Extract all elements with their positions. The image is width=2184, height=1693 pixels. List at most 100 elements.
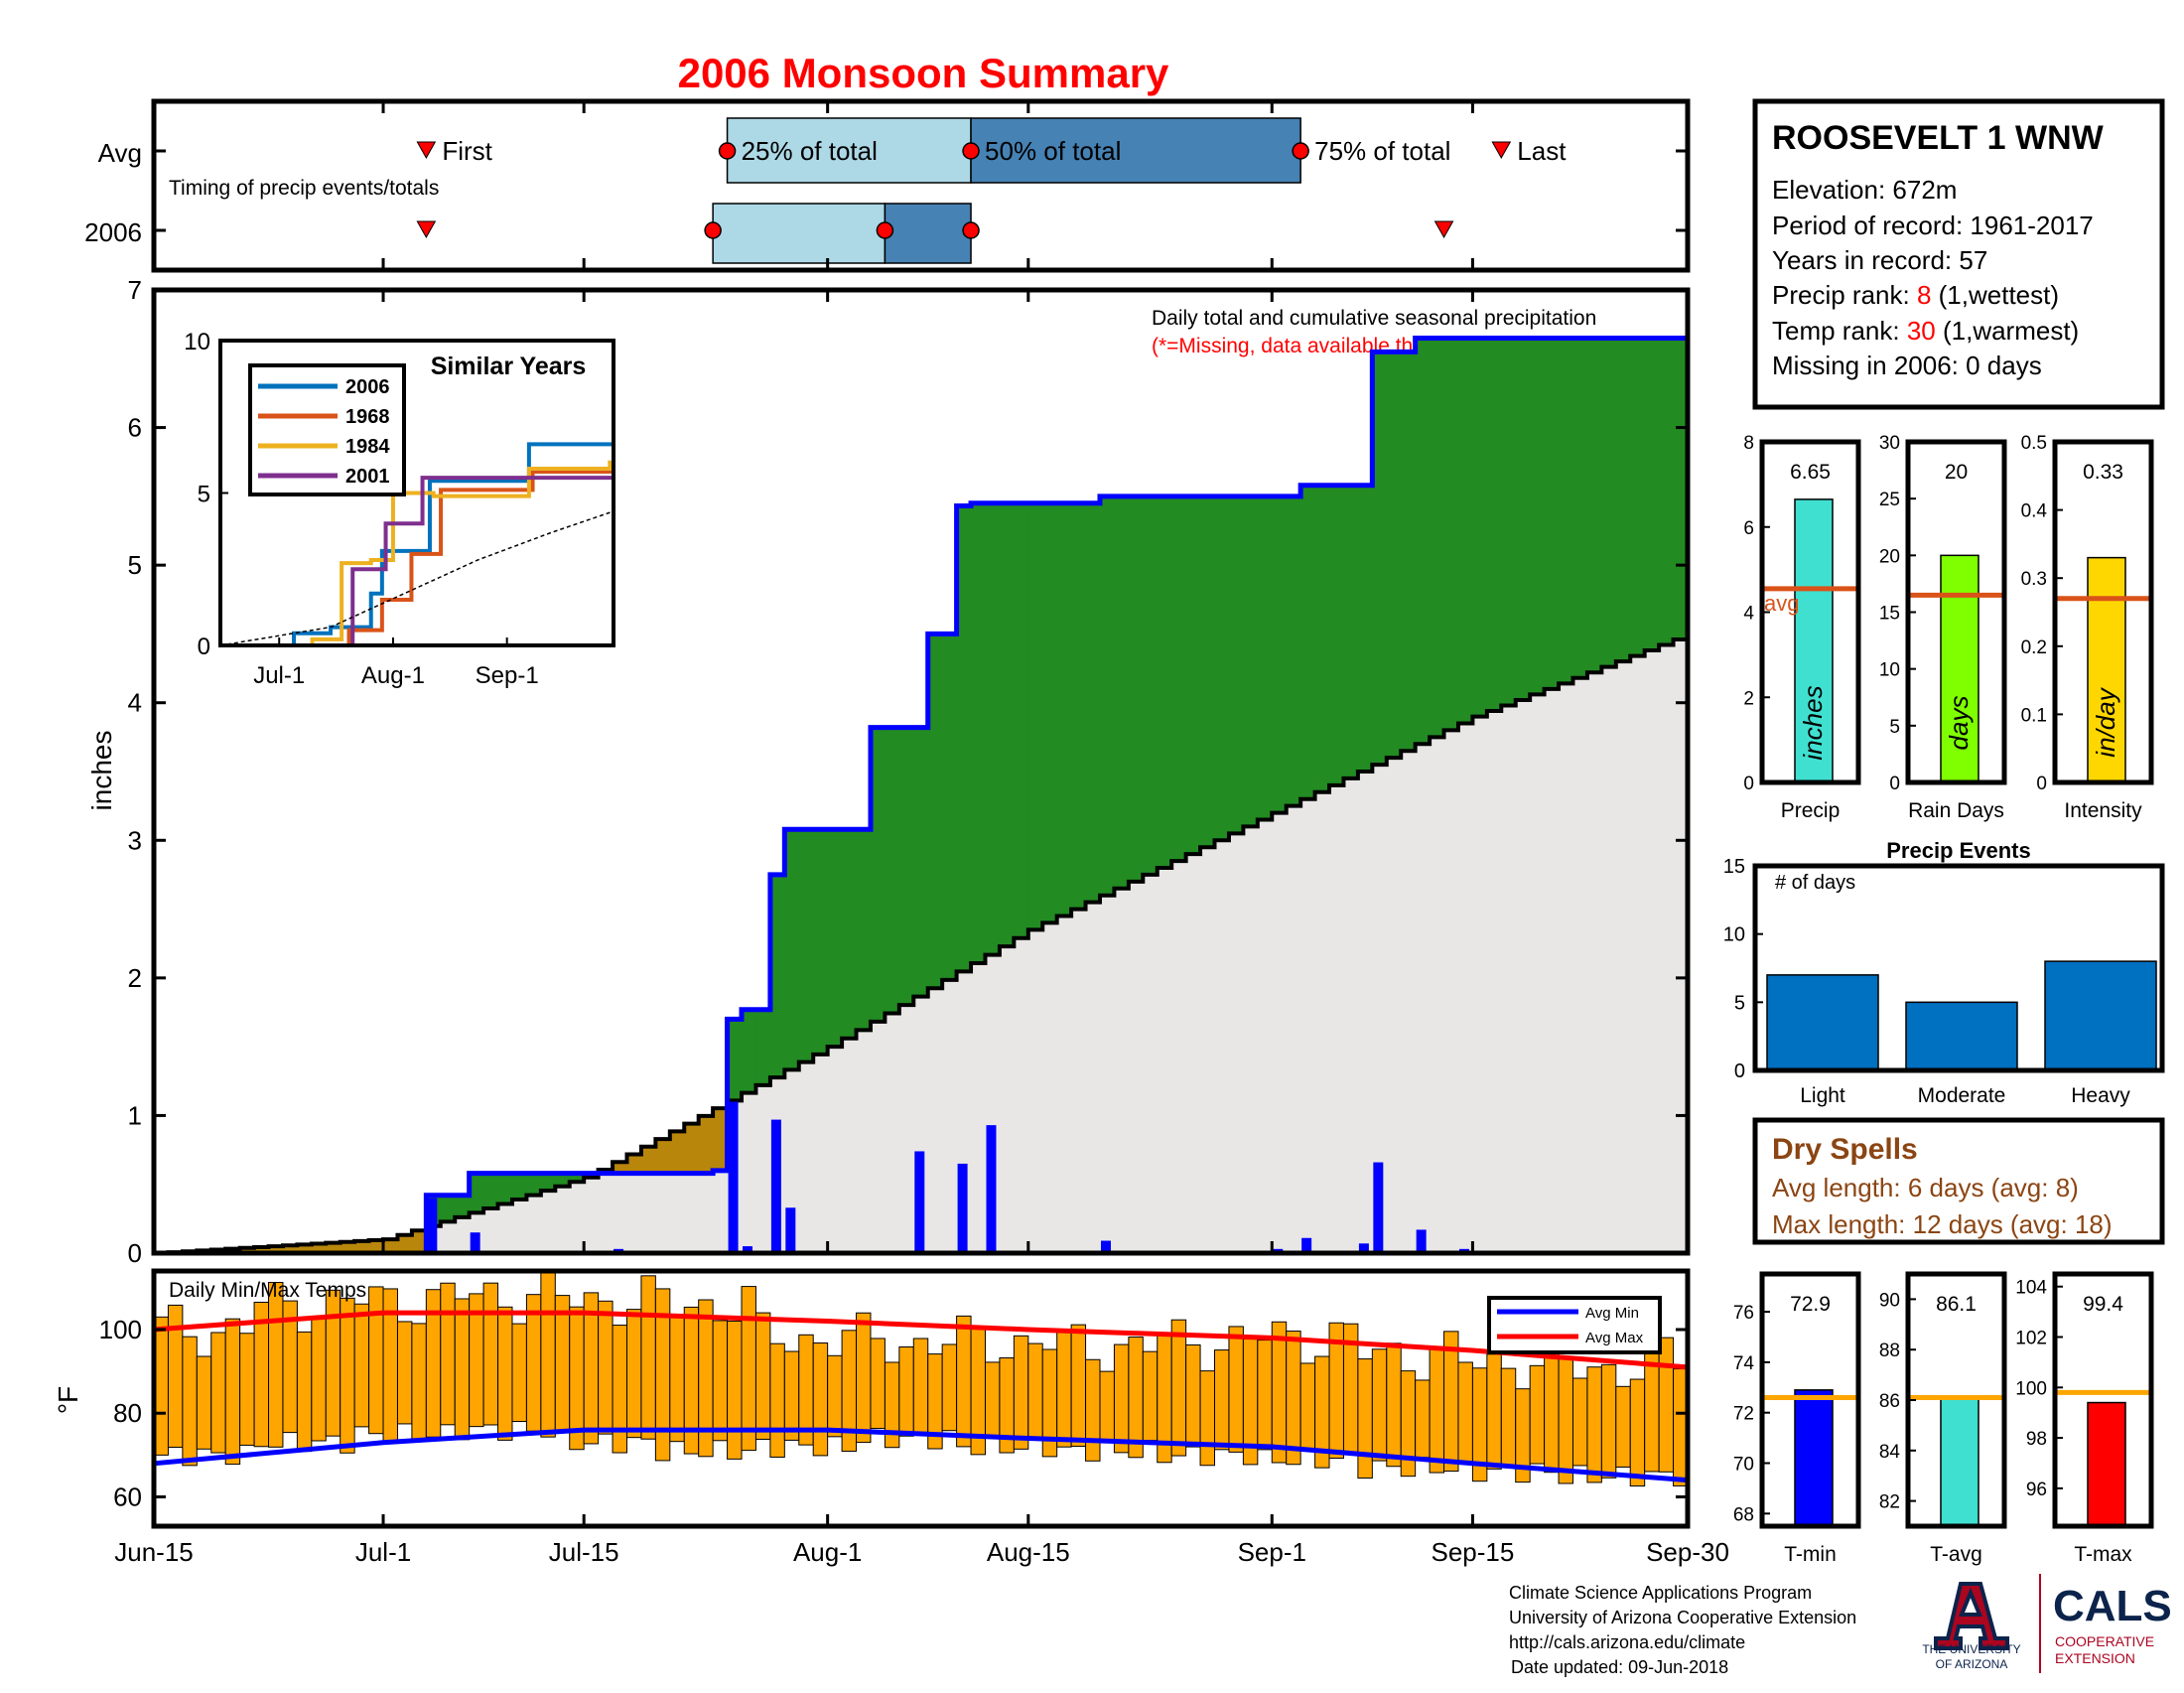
above-average-area (1243, 495, 1259, 827)
daily-temp-bar (482, 1282, 499, 1426)
stat-0-ytick-label: 2 (1743, 688, 1754, 709)
above-average-area (827, 829, 843, 1048)
temp-stat-2-ytick-label: 102 (2015, 1329, 2047, 1349)
temp-stat-0-ytick-label: 72 (1733, 1404, 1754, 1425)
precip-ytick-label: 3 (128, 825, 142, 855)
above-average-area (1544, 338, 1560, 689)
temp-chart: °F Daily Min/Max Temps 60 80 100 Jun-15 Jul-1… (53, 1268, 1729, 1567)
temp-stat-0-ytick-label: 68 (1733, 1504, 1754, 1525)
above-average-area (1472, 338, 1488, 717)
dry-spells-box (1752, 1117, 2165, 1245)
below-average-area (684, 1123, 700, 1174)
stat-1-ytick-label: 5 (1889, 717, 1900, 738)
below-average-area (713, 1108, 729, 1171)
above-average-area (742, 1009, 757, 1093)
above-average-area (1386, 352, 1402, 759)
daily-temp-bar (1013, 1335, 1029, 1450)
above-average-area (1443, 338, 1459, 731)
daily-temp-bar (1658, 1337, 1675, 1473)
above-average-area (1114, 495, 1130, 889)
temp-stat-2-ytick-label: 104 (2015, 1278, 2047, 1299)
avg-cumulative-area (154, 634, 1688, 1253)
below-average-area (655, 1139, 671, 1174)
footer: Climate Science Applications Program Uni… (1506, 1583, 1856, 1677)
daily-precip-bar (1373, 1162, 1384, 1253)
temp-stat-2-ytick-label: 100 (2015, 1378, 2047, 1399)
timing-caption: Timing of precip events/totals (169, 177, 439, 200)
above-average-area (1659, 338, 1675, 645)
daily-temp-bar (1056, 1329, 1072, 1448)
events-ytick-label: 15 (1723, 856, 1745, 878)
daily-precip-bar (785, 1207, 796, 1253)
events-ylabel: # of days (1775, 872, 1855, 894)
below-average-area (297, 1244, 313, 1253)
stat-1-ytick-label: 25 (1879, 490, 1900, 510)
inset-series-1968 (220, 468, 615, 647)
precip-chart-frame (151, 287, 1691, 1256)
above-average-area (497, 1173, 513, 1204)
below-average-area (411, 1230, 427, 1253)
stat-0-bar (1794, 498, 1834, 783)
station-period: Period of record: 1961-2017 (1772, 211, 2094, 240)
daily-temp-bar (741, 1286, 756, 1452)
above-average-area (1457, 338, 1474, 724)
daily-temp-bar (1099, 1370, 1115, 1443)
below-average-area (354, 1240, 370, 1253)
events-category-label: Heavy (2071, 1084, 2130, 1107)
daily-precip-bar (986, 1125, 997, 1253)
above-average-area (769, 874, 785, 1078)
above-average-area (1630, 338, 1646, 656)
footer-line-3: http://cals.arizona.edu/climate (1509, 1632, 1745, 1652)
daily-temp-bar (1457, 1361, 1473, 1463)
avg-cumulative-line (154, 636, 1688, 1255)
below-average-area (268, 1246, 284, 1253)
stat-1-ytick-label: 30 (1879, 433, 1900, 454)
timing-label-first: First (442, 136, 492, 166)
daily-precip-bar (770, 1119, 781, 1253)
observed-cumulative-line (154, 336, 1688, 1256)
temp-stat-2-bar (2087, 1401, 2126, 1527)
stat-0-label: Precip (1781, 799, 1841, 822)
daily-temp-bar (1600, 1363, 1617, 1479)
daily-temp-bar (1558, 1355, 1573, 1484)
temp-ytick-label: 60 (113, 1482, 142, 1512)
inset-xtick-label: Jul-1 (253, 662, 305, 689)
daily-temp-bar (769, 1342, 785, 1458)
events-bar (1905, 1001, 2018, 1071)
temp-stat-0-value: 72.9 (1790, 1293, 1831, 1316)
above-average-area (1056, 502, 1072, 917)
above-average-area (927, 634, 943, 989)
above-average-area (511, 1173, 528, 1200)
daily-temp-bar (340, 1297, 355, 1454)
daily-temp-bar (1486, 1353, 1502, 1470)
temp-stat-2-ytick-label: 98 (2026, 1429, 2047, 1450)
above-average-area (455, 1195, 471, 1217)
temp-stat-0-ytick-label: 76 (1733, 1303, 1754, 1324)
inset-title: Similar Years (431, 353, 587, 380)
daily-precip-bar (427, 1198, 438, 1253)
above-average-area (1128, 495, 1144, 882)
timing-box-late (970, 117, 1301, 184)
inset-xtick-label: Sep-1 (476, 662, 539, 689)
stat-0-value: 6.65 (1790, 461, 1831, 484)
daily-temp-bar (870, 1338, 886, 1430)
above-average-area (1343, 485, 1359, 778)
above-average-area (1085, 502, 1101, 903)
above-average-area (1042, 502, 1058, 923)
daily-temp-bar (296, 1331, 313, 1453)
inset-xtick-label: Aug-1 (361, 662, 425, 689)
daily-temp-bar (669, 1314, 685, 1443)
stat-0-ytick-label: 6 (1743, 518, 1754, 539)
daily-temp-bar (783, 1350, 800, 1441)
daily-precip-bar (1358, 1243, 1369, 1253)
above-average-area (1228, 495, 1244, 834)
daily-temp-bar (239, 1333, 255, 1446)
below-average-area (640, 1146, 656, 1174)
stat-2-value: 0.33 (2083, 461, 2123, 484)
timing-event-marker (416, 220, 437, 239)
timing-label-25: 25% of total (742, 136, 878, 166)
above-average-area (942, 634, 958, 980)
precip-ytick-label: 5 (128, 550, 142, 580)
daily-temp-bar (898, 1345, 914, 1437)
above-average-area (1014, 502, 1029, 938)
